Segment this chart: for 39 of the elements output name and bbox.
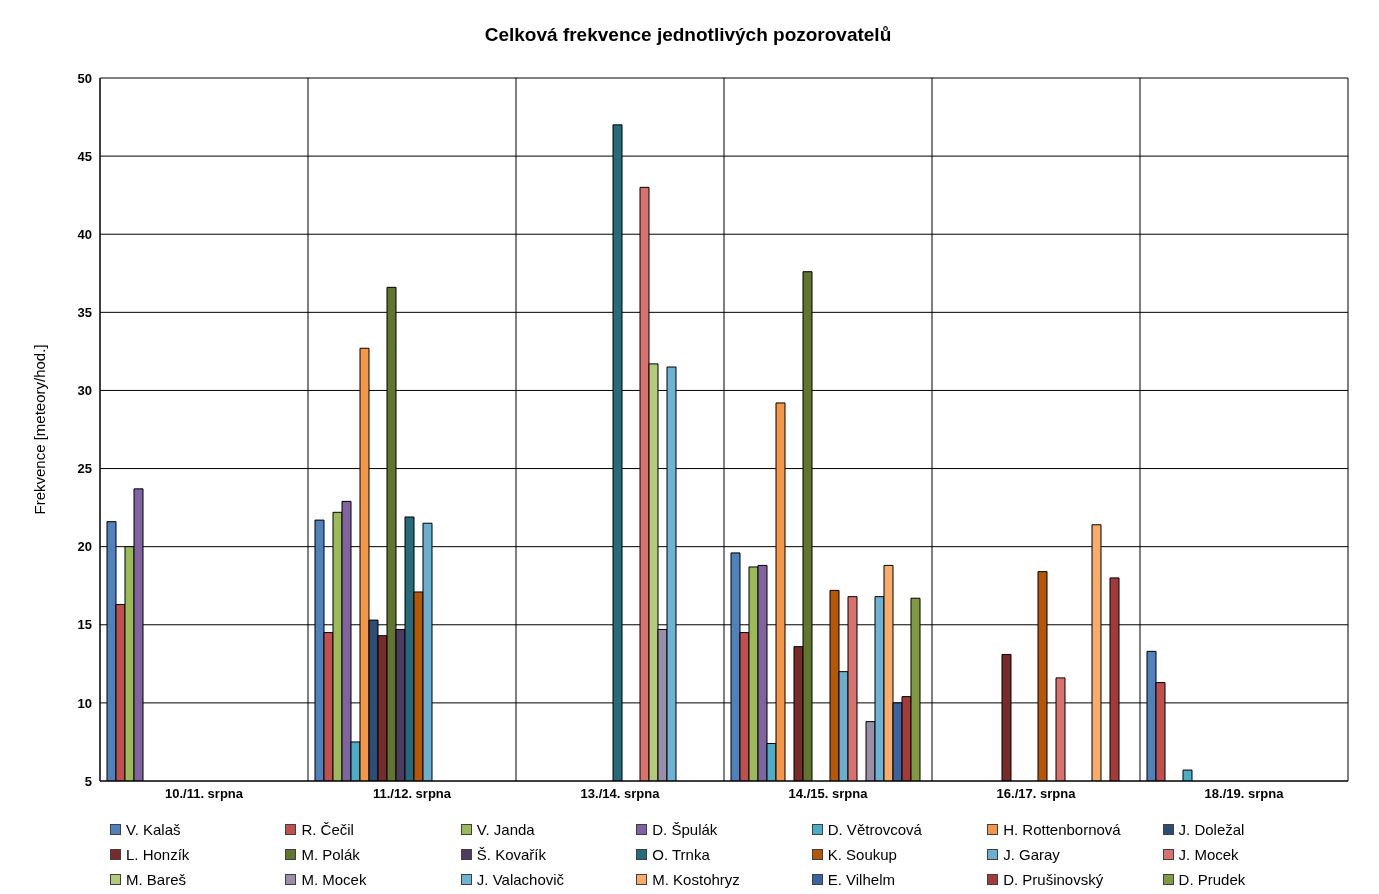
x-tick-label: 16./17. srpna — [996, 786, 1077, 802]
legend-label: M. Polák — [301, 846, 360, 863]
legend-label: K. Soukup — [827, 846, 897, 863]
legend-label: J. Doležal — [1178, 821, 1245, 838]
legend-label: E. Vilhelm — [827, 871, 895, 888]
y-tick-label: 50 — [77, 70, 92, 86]
x-tick-label: 10./11. srpna — [164, 786, 244, 802]
legend-label: J. Garay — [1003, 846, 1060, 863]
legend-label: M. Kostohryz — [652, 871, 740, 888]
legend-label: L. Honzík — [126, 846, 190, 863]
legend-label: Š. Kovařík — [476, 846, 547, 863]
y-tick-label: 40 — [77, 226, 92, 242]
y-axis-title: Frekvence [meteory/hod.] — [31, 344, 49, 515]
y-tick-label: 25 — [77, 461, 92, 477]
legend-label: D. Špulák — [652, 821, 718, 838]
legend-label: V. Kalaš — [126, 821, 181, 838]
legend-label: R. Čečil — [301, 821, 354, 838]
legend-label: D. Prušinovský — [1003, 871, 1104, 888]
x-tick-label: 14./15. srpna — [788, 786, 869, 802]
chart-title: Celková frekvence jednotlivých pozorovatelů — [483, 23, 893, 47]
legend-label: O. Trnka — [652, 846, 710, 863]
legend-label: J. Valachovič — [476, 871, 565, 888]
legend-label: M. Bareš — [126, 871, 187, 888]
x-tick-label: 13./14. srpna — [580, 786, 661, 802]
legend-label: D. Prudek — [1178, 871, 1246, 888]
y-tick-label: 15 — [77, 617, 92, 633]
y-tick-label: 30 — [77, 383, 92, 399]
legend-label: D. Větrovcová — [827, 821, 922, 838]
legend-label: M. Mocek — [301, 871, 367, 888]
y-tick-label: 20 — [77, 539, 92, 555]
x-tick-label: 11./12. srpna — [372, 786, 452, 802]
legend-label: H. Rottenbornová — [1003, 821, 1121, 838]
y-tick-label: 45 — [77, 148, 92, 164]
y-tick-label: 10 — [77, 695, 92, 711]
y-tick-label: 35 — [77, 304, 92, 320]
legend-label: J. Mocek — [1178, 846, 1239, 863]
legend-label: V. Janda — [476, 821, 535, 838]
x-tick-label: 18./19. srpna — [1204, 786, 1285, 802]
y-tick-label: 5 — [84, 773, 92, 789]
